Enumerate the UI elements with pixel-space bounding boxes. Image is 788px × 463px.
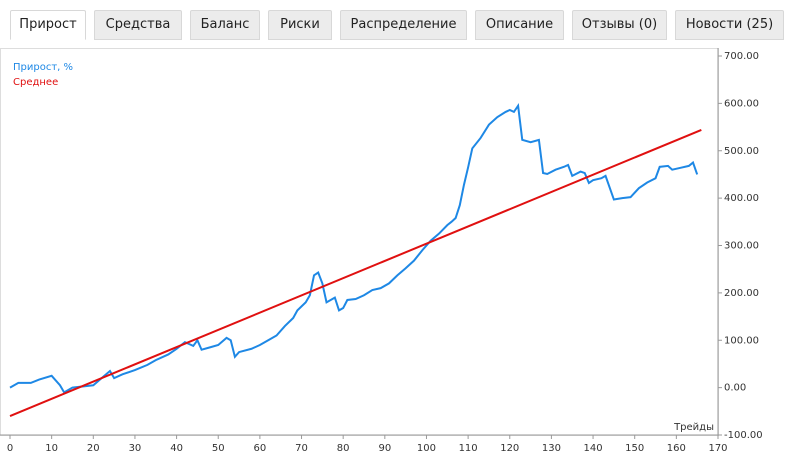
legend-entry: Среднее bbox=[13, 77, 58, 88]
x-tick-label: 30 bbox=[129, 443, 142, 454]
y-tick-label: 300.00 bbox=[724, 241, 759, 252]
y-tick-label: 200.00 bbox=[724, 288, 759, 299]
x-tick-label: 90 bbox=[378, 443, 391, 454]
x-tick-label: 60 bbox=[254, 443, 267, 454]
y-tick-label: 500.00 bbox=[724, 146, 759, 157]
x-tick-label: 110 bbox=[459, 443, 478, 454]
tab[interactable]: Средства bbox=[94, 10, 182, 40]
x-tick-label: 170 bbox=[708, 443, 727, 454]
tab[interactable]: Риски bbox=[268, 10, 332, 40]
tab[interactable]: Баланс bbox=[190, 10, 260, 40]
y-tick-label: 400.00 bbox=[724, 193, 759, 204]
tab[interactable]: Отзывы (0) bbox=[572, 10, 667, 40]
tab[interactable]: Распределение bbox=[340, 10, 467, 40]
y-tick-label: 100.00 bbox=[724, 335, 759, 346]
x-tick-label: 10 bbox=[45, 443, 58, 454]
x-tick-label: 160 bbox=[667, 443, 686, 454]
series-line bbox=[9, 128, 702, 417]
legend-entry: Прирост, % bbox=[13, 62, 73, 73]
x-tick-label: 70 bbox=[295, 443, 308, 454]
tab[interactable]: Прирост bbox=[10, 10, 86, 40]
y-tick-label: 600.00 bbox=[724, 98, 759, 109]
x-tick-label: 130 bbox=[542, 443, 561, 454]
y-tick-label: 0.00 bbox=[724, 383, 746, 394]
x-tick-label: 40 bbox=[170, 443, 183, 454]
series-line bbox=[9, 102, 699, 394]
tab[interactable]: Описание bbox=[475, 10, 564, 40]
plot-border bbox=[0, 48, 719, 436]
x-tick-label: 80 bbox=[337, 443, 350, 454]
tab-bar: Прирост Средства Баланс Риски Распределение О… bbox=[0, 10, 788, 40]
x-tick-label: 20 bbox=[87, 443, 100, 454]
x-tick-label: 120 bbox=[500, 443, 519, 454]
tab[interactable]: Новости (25) bbox=[675, 10, 784, 40]
x-tick-label: 100 bbox=[417, 443, 436, 454]
x-axis-label: Трейды bbox=[673, 422, 714, 433]
y-tick-label: -100.00 bbox=[724, 430, 763, 441]
x-tick-label: 150 bbox=[625, 443, 644, 454]
x-tick-label: 50 bbox=[212, 443, 225, 454]
x-tick-label: 0 bbox=[7, 443, 13, 454]
x-tick-label: 140 bbox=[584, 443, 603, 454]
y-tick-label: 700.00 bbox=[724, 51, 759, 62]
